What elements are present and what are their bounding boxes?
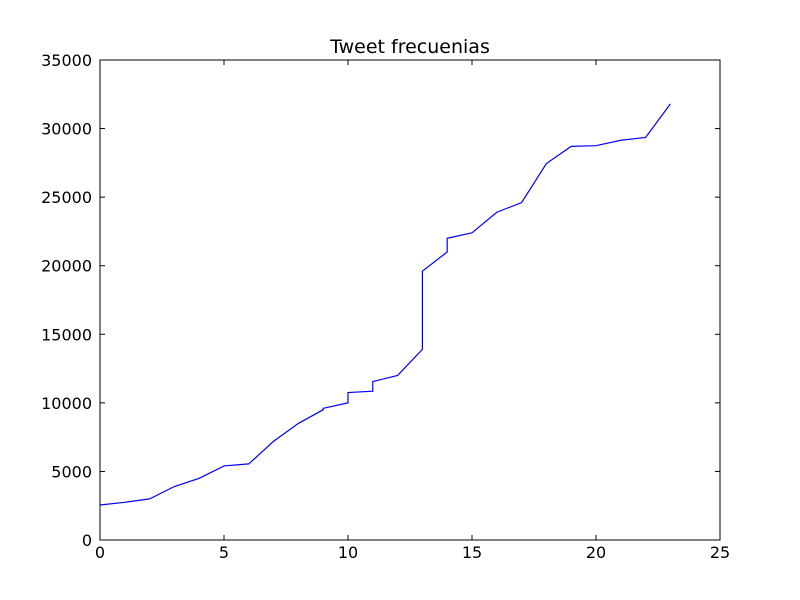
x-tick-label: 20 <box>586 543 606 562</box>
x-tick-label: 5 <box>219 543 229 562</box>
plot-frame <box>99 59 721 541</box>
chart-title: Tweet frecuenias <box>329 36 490 58</box>
series-layer <box>99 103 671 506</box>
y-tick-label: 35000 <box>41 51 92 70</box>
axes-layer: 0 5 10 15 20 25 0 5000 10000 15000 20000 25000 30000… <box>41 51 730 562</box>
y-tick-label: 10000 <box>41 394 92 413</box>
series-line-tweets <box>99 103 671 506</box>
y-tick-label: 15000 <box>41 325 92 344</box>
x-tick-label: 25 <box>710 543 730 562</box>
y-tick-label: 25000 <box>41 188 92 207</box>
y-tick-label: 30000 <box>41 120 92 139</box>
x-tick-label: 15 <box>462 543 482 562</box>
x-tick-label: 10 <box>338 543 358 562</box>
y-tick-label: 20000 <box>41 257 92 276</box>
x-tick-label: 0 <box>95 543 105 562</box>
y-tick-label: 5000 <box>51 462 92 481</box>
y-tick-label: 0 <box>82 531 92 550</box>
